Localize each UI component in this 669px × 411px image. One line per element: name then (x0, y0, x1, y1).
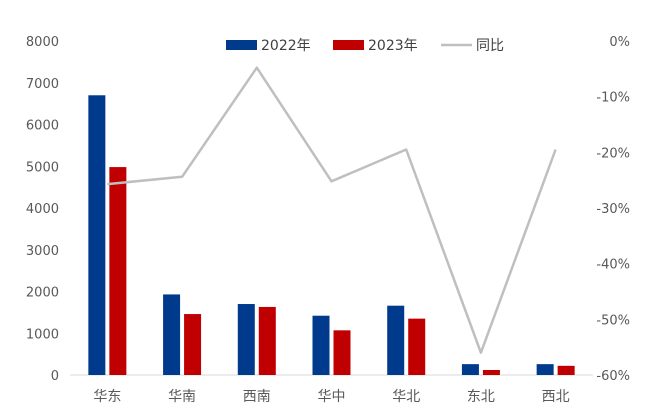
yoy-line-layer (107, 66, 557, 354)
category-label: 华北 (392, 389, 420, 405)
right-tick-label: -20% (596, 146, 630, 161)
left-tick-label: 5000 (26, 160, 59, 175)
category-label: 西南 (243, 389, 271, 405)
category-label: 东北 (467, 389, 495, 405)
category-labels: 华东 华南 西南 华中 华北 东北 西北 (93, 389, 569, 405)
legend: 2022年 2023年 同比 (226, 38, 504, 54)
left-tick-label: 7000 (26, 77, 59, 92)
left-tick-label: 4000 (26, 202, 59, 217)
bar-1-3 (333, 330, 351, 375)
left-tick-label: 1000 (26, 327, 59, 342)
legend-swatch (333, 40, 364, 50)
bar-1-4 (408, 318, 426, 375)
left-tick-label: 2000 (26, 286, 59, 301)
right-tick-label: -60% (596, 369, 630, 384)
right-tick-label: -30% (596, 202, 630, 217)
bar-1-2 (258, 306, 276, 375)
category-label: 西北 (542, 389, 570, 405)
bar-1-0 (109, 167, 127, 375)
left-axis-ticks: 0 1000 2000 3000 4000 5000 6000 7000 8000 (26, 35, 59, 384)
right-tick-label: -50% (596, 313, 630, 328)
bar-1-5 (482, 369, 500, 375)
bar-0-6 (536, 364, 554, 375)
legend-swatch (226, 40, 257, 50)
category-label: 华中 (318, 389, 346, 405)
left-tick-label: 0 (51, 369, 59, 384)
bar-0-4 (387, 305, 405, 375)
yoy-line (107, 66, 557, 354)
bar-1-1 (184, 314, 202, 375)
legend-label: 同比 (476, 38, 504, 54)
legend-label: 2023年 (368, 38, 418, 54)
right-tick-label: 0% (609, 35, 630, 50)
left-tick-label: 8000 (26, 35, 59, 50)
bar-0-2 (237, 304, 255, 375)
legend-label: 2022年 (261, 38, 311, 54)
right-tick-label: -40% (596, 258, 630, 273)
bar-1-6 (557, 365, 575, 375)
bar-0-1 (163, 294, 181, 375)
bar-0-0 (88, 95, 106, 376)
bar-0-5 (461, 364, 479, 375)
bar-0-3 (312, 315, 330, 375)
right-tick-label: -10% (596, 91, 630, 106)
left-tick-label: 3000 (26, 244, 59, 259)
category-label: 华南 (168, 389, 196, 405)
category-label: 华东 (93, 389, 121, 405)
left-tick-label: 6000 (26, 119, 59, 134)
bars (88, 95, 575, 376)
right-axis-ticks: 0% -10% -20% -30% -40% -50% -60% (596, 35, 630, 384)
